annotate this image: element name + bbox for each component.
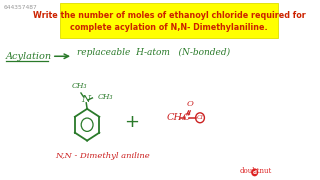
Text: +: + bbox=[124, 113, 139, 131]
FancyBboxPatch shape bbox=[60, 3, 278, 38]
Circle shape bbox=[251, 168, 258, 176]
Text: replaceable  H-atom   (N-bonded): replaceable H-atom (N-bonded) bbox=[77, 48, 230, 57]
Text: CH₃: CH₃ bbox=[98, 93, 113, 101]
Text: 644357487: 644357487 bbox=[3, 5, 37, 10]
Text: CH₃: CH₃ bbox=[166, 113, 186, 122]
Text: Write the number of moles of ethanoyl chloride required for
complete acylation o: Write the number of moles of ethanoyl ch… bbox=[33, 11, 306, 32]
Text: doubtnut: doubtnut bbox=[240, 167, 272, 175]
Text: N,N - Dimethyl aniline: N,N - Dimethyl aniline bbox=[55, 152, 150, 159]
Text: CH₃: CH₃ bbox=[71, 82, 87, 90]
Text: C: C bbox=[183, 113, 190, 122]
Text: N: N bbox=[81, 95, 90, 104]
Text: Acylation: Acylation bbox=[6, 52, 52, 61]
Text: Cl: Cl bbox=[196, 115, 204, 120]
Text: O: O bbox=[187, 100, 194, 108]
Text: d: d bbox=[253, 170, 257, 175]
